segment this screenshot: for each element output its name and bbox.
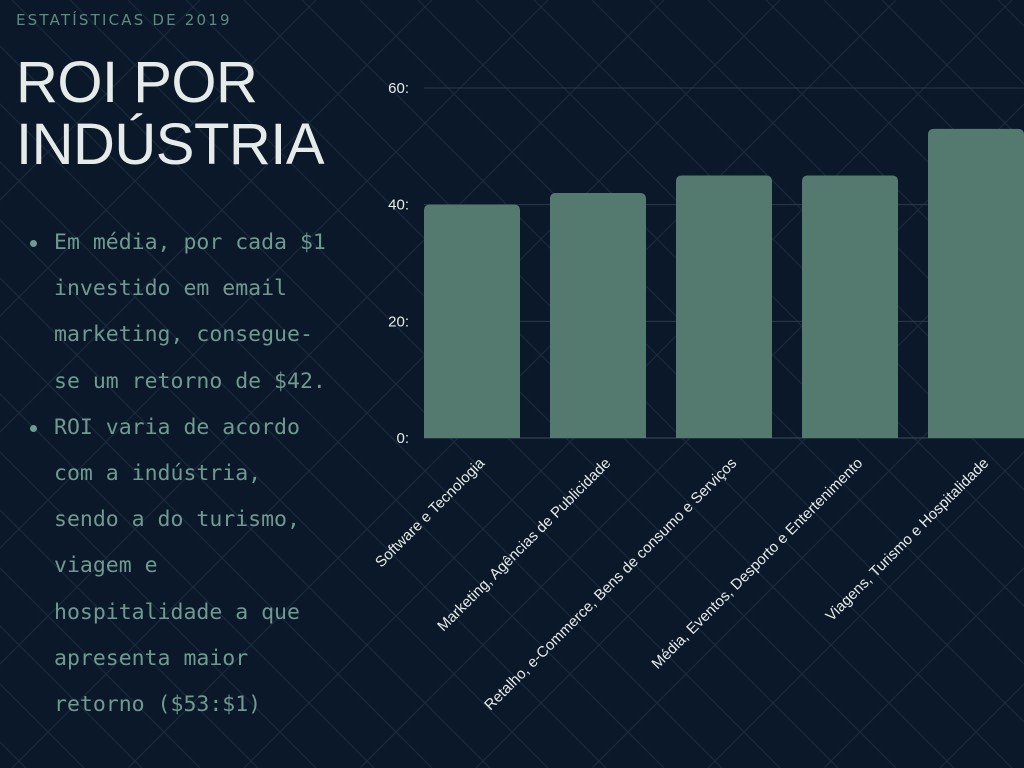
- bar: [424, 204, 520, 438]
- y-tick-label: 20:: [388, 313, 409, 330]
- section-kicker: ESTATÍSTICAS DE 2019: [16, 11, 232, 29]
- bar: [676, 175, 772, 438]
- x-category-label: Software e Tecnologia: [372, 454, 489, 571]
- y-tick-label: 0:: [396, 430, 409, 447]
- bullet-item: Em média, por cada $1 investido em email…: [24, 220, 334, 405]
- bar: [550, 193, 646, 438]
- bullet-dot-icon: [30, 240, 37, 247]
- bullet-text: ROI varia de acordo com a indústria, sen…: [54, 414, 300, 718]
- bullet-text: Em média, por cada $1 investido em email…: [54, 230, 326, 394]
- page-title: ROI POR INDÚSTRIA: [16, 50, 325, 177]
- bullet-item: ROI varia de acordo com a indústria, sen…: [24, 405, 334, 728]
- bullet-list: Em média, por cada $1 investido em email…: [24, 220, 334, 728]
- y-tick-label: 60:: [388, 80, 409, 97]
- bar: [928, 128, 1024, 439]
- bullet-dot-icon: [30, 424, 37, 432]
- x-category-label: Retalho, e-Commerce, Bens de consumo e S…: [481, 455, 740, 714]
- y-tick-label: 40:: [388, 197, 409, 214]
- x-category-label: Média, Eventos, Desporto e Enterteniment…: [648, 455, 866, 673]
- bar: [802, 175, 898, 438]
